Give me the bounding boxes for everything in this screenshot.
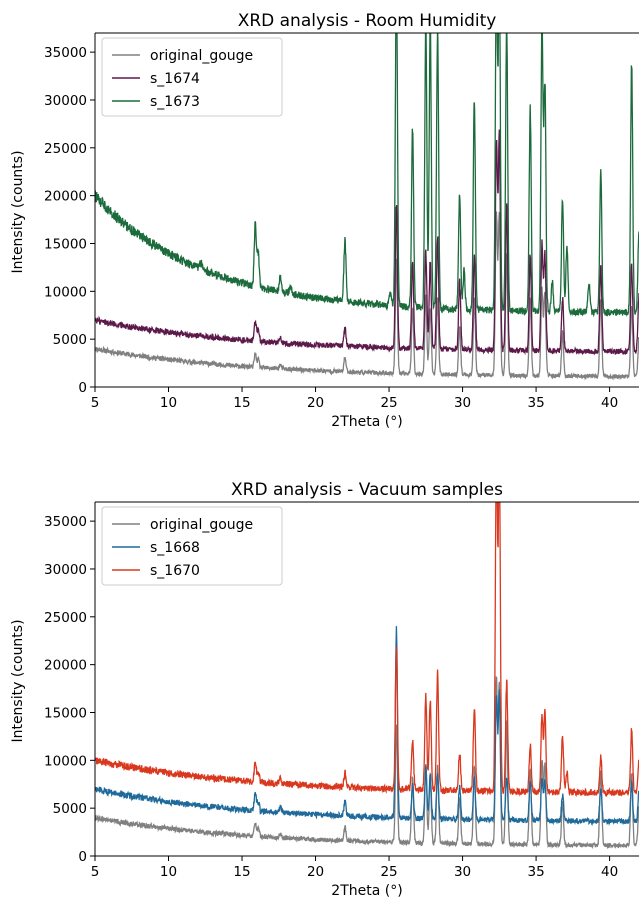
x-tick-label: 20 — [307, 864, 324, 880]
legend-label: original_gouge — [150, 48, 253, 64]
x-tick-label: 40 — [601, 864, 618, 880]
chart-vacuum-samples: XRD analysis - Vacuum samples 2Theta (°)… — [10, 480, 639, 899]
y-tick-label: 35000 — [44, 514, 87, 530]
legend: original_gouge s_1668 s_1670 — [101, 506, 283, 586]
y-tick-label: 25000 — [44, 141, 87, 157]
x-tick-label: 10 — [160, 395, 177, 411]
series-line-s_1670 — [95, 502, 639, 798]
y-tick-label: 0 — [78, 849, 87, 865]
legend: original_gouge s_1674 s_1673 — [101, 37, 283, 117]
y-axis-label: Intensity (counts) — [10, 150, 26, 273]
chart-title: XRD analysis - Vacuum samples — [231, 480, 503, 500]
y-tick-label: 15000 — [44, 705, 87, 721]
x-tick-label: 25 — [380, 864, 397, 880]
series-line-original_gouge — [95, 211, 639, 381]
y-tick-label: 30000 — [44, 93, 87, 109]
x-tick-label: 15 — [233, 864, 250, 880]
x-axis-label: 2Theta (°) — [331, 414, 402, 430]
series-line-original_gouge — [95, 675, 639, 850]
y-tick-label: 5000 — [53, 332, 87, 348]
y-tick-label: 5000 — [53, 801, 87, 817]
x-tick-label: 40 — [601, 395, 618, 411]
x-tick-label: 35 — [527, 395, 544, 411]
series-line-s_1674 — [95, 129, 639, 356]
series-line-s_1673 — [95, 33, 639, 318]
x-tick-label: 30 — [454, 395, 471, 411]
x-tick-label: 10 — [160, 864, 177, 880]
y-tick-label: 25000 — [44, 610, 87, 626]
legend-label: s_1674 — [150, 71, 200, 87]
y-tick-label: 20000 — [44, 189, 87, 205]
x-tick-label: 5 — [91, 395, 100, 411]
x-tick-label: 25 — [380, 395, 397, 411]
y-tick-label: 30000 — [44, 562, 87, 578]
legend-label: original_gouge — [150, 517, 253, 533]
legend-label: s_1670 — [150, 563, 200, 579]
axes — [94, 32, 639, 388]
plot-area: 5 10 15 20 25 30 35 40 0 5000 10000 15000 20000 25000… — [44, 32, 639, 411]
plot-area: 5 10 15 20 25 30 35 40 0 5000 10000 15000 20000 25000… — [44, 501, 639, 880]
x-tick-label: 5 — [91, 864, 100, 880]
y-tick-label: 20000 — [44, 658, 87, 674]
x-tick-label: 35 — [527, 864, 544, 880]
y-tick-label: 15000 — [44, 236, 87, 252]
x-tick-label: 15 — [233, 395, 250, 411]
y-tick-label: 10000 — [44, 284, 87, 300]
y-tick-label: 35000 — [44, 45, 87, 61]
x-tick-label: 20 — [307, 395, 324, 411]
series-line-s_1668 — [95, 626, 639, 827]
legend-label: s_1668 — [150, 540, 200, 556]
y-tick-label: 0 — [78, 380, 87, 396]
chart-title: XRD analysis - Room Humidity — [238, 11, 497, 31]
axes — [94, 501, 639, 857]
legend-label: s_1673 — [150, 94, 200, 110]
y-axis-label: Intensity (counts) — [10, 619, 26, 742]
chart-room-humidity: XRD analysis - Room Humidity 2Theta (°) … — [10, 11, 639, 430]
x-tick-label: 30 — [454, 864, 471, 880]
x-axis-label: 2Theta (°) — [331, 883, 402, 899]
y-tick-label: 10000 — [44, 753, 87, 769]
